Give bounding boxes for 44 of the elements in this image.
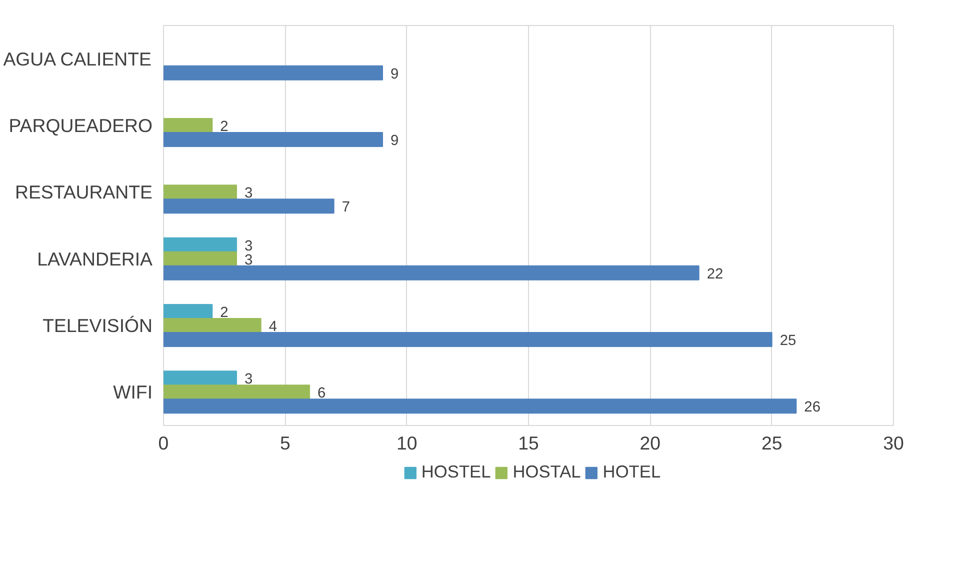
data-label: 2 bbox=[220, 305, 228, 321]
legend-label: HOSTAL bbox=[512, 462, 581, 482]
bar bbox=[164, 118, 213, 133]
data-label: 4 bbox=[268, 319, 277, 335]
bar bbox=[164, 384, 310, 400]
bar bbox=[164, 304, 213, 319]
x-tick-label: 10 bbox=[396, 432, 418, 454]
bar bbox=[164, 65, 383, 80]
y-tick-label: AGUA CALIENTE bbox=[3, 48, 152, 70]
data-label: 9 bbox=[390, 66, 399, 82]
legend-label: HOSTEL bbox=[421, 462, 491, 482]
bar bbox=[164, 265, 700, 280]
data-label: 9 bbox=[390, 133, 399, 149]
y-tick-label: WIFI bbox=[113, 382, 153, 403]
bar bbox=[164, 398, 797, 414]
x-tick-label: 0 bbox=[158, 432, 169, 454]
legend-label: HOTEL bbox=[602, 462, 661, 482]
x-tick-label: 15 bbox=[518, 432, 539, 454]
bar bbox=[164, 132, 383, 147]
data-label: 6 bbox=[318, 386, 326, 402]
data-label: 25 bbox=[780, 333, 796, 349]
x-tick-label: 5 bbox=[280, 432, 290, 454]
data-label: 3 bbox=[244, 238, 253, 254]
data-label: 22 bbox=[706, 266, 724, 282]
y-tick-label: PARQUEADERO bbox=[8, 115, 152, 136]
bar bbox=[164, 184, 237, 200]
bar bbox=[164, 370, 237, 386]
y-tick-label: TELEVISIÓN bbox=[42, 315, 153, 336]
data-label: 3 bbox=[244, 186, 253, 202]
x-tick-label: 20 bbox=[640, 432, 661, 454]
data-label: 3 bbox=[244, 252, 253, 268]
y-tick-label: RESTAURANTE bbox=[14, 182, 153, 203]
x-tick-label: 30 bbox=[883, 432, 904, 454]
data-label: 3 bbox=[244, 372, 253, 388]
data-label: 7 bbox=[342, 200, 350, 216]
bar bbox=[164, 332, 772, 347]
y-tick-label: LAVANDERIA bbox=[37, 248, 154, 270]
bar bbox=[164, 198, 334, 214]
data-label: 2 bbox=[220, 119, 228, 135]
bar bbox=[164, 318, 262, 333]
x-tick-label: 25 bbox=[761, 432, 782, 454]
data-label: 26 bbox=[804, 400, 820, 416]
bar bbox=[164, 237, 237, 252]
bar bbox=[164, 251, 237, 266]
